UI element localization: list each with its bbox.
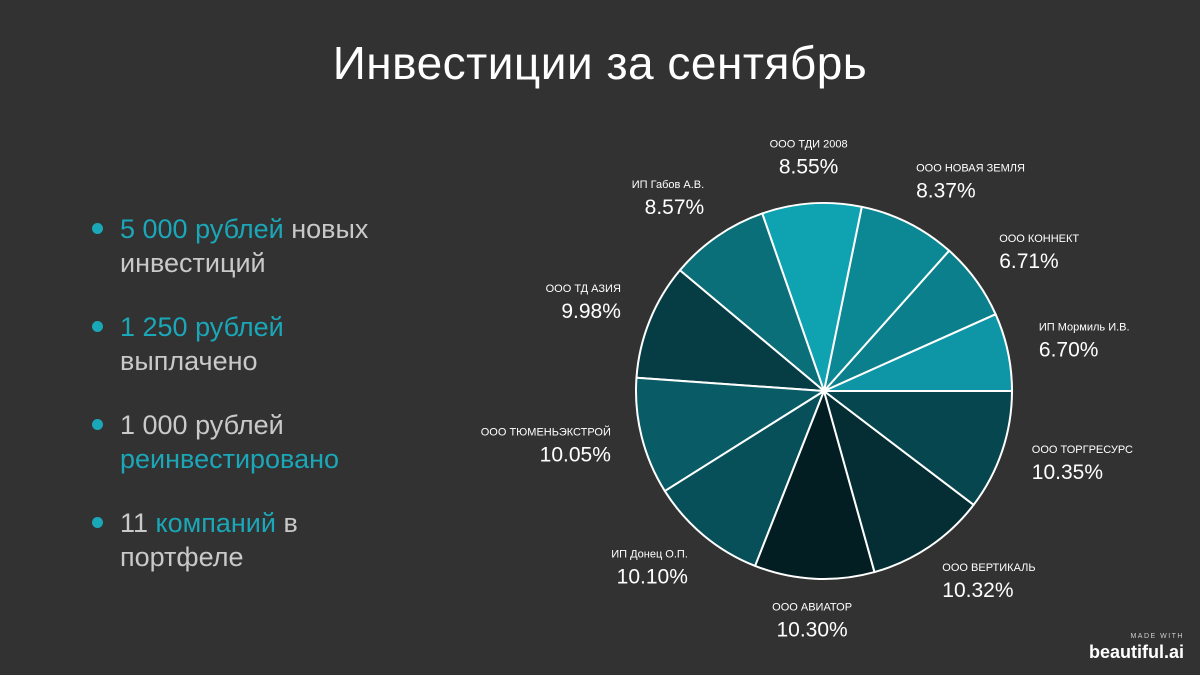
bullet-dot-icon <box>92 517 103 528</box>
bullet-text: выплачено <box>120 346 258 376</box>
bullet-item: 11 компаний в портфеле <box>92 506 422 574</box>
bullet-text: 11 <box>120 508 156 538</box>
slice-name-label: ООО ТОРГРЕСУРС <box>1032 444 1133 456</box>
slice-name-label: ООО ВЕРТИКАЛЬ <box>942 562 1035 574</box>
bullet-dot-icon <box>92 321 103 332</box>
slice-value-label: 10.10% <box>617 566 688 589</box>
bullet-item: 1 250 рублей выплачено <box>92 310 422 378</box>
pie-slice <box>678 212 825 392</box>
slice-name-label: ИП Габов А.В. <box>632 179 704 191</box>
slice-name-label: ООО АВИАТОР <box>772 602 852 614</box>
slice-name-label: ИП Мормиль И.В. <box>1039 322 1130 334</box>
slice-value-label: 6.71% <box>999 250 1059 273</box>
pie-slice <box>663 390 825 567</box>
page-title: Инвестиции за сентябрь <box>332 37 868 89</box>
slice-value-label: 10.32% <box>942 579 1013 602</box>
bullet-highlight: 5 000 рублей <box>120 214 284 244</box>
pie-slice <box>823 205 951 392</box>
bullet-highlight: компаний <box>155 508 276 538</box>
bullet-item: 1 000 рублей реинвестировано <box>92 408 422 476</box>
slice-value-label: 6.70% <box>1039 339 1099 362</box>
slice-value-label: 10.30% <box>776 619 847 642</box>
slice-name-label: ИП Донец О.П. <box>611 549 688 561</box>
bullet-highlight: 1 250 рублей <box>120 312 284 342</box>
bullet-text: 1 000 рублей <box>120 410 284 440</box>
pie-labels: ИП Мормиль И.В. 6.70% ООО КОННЕКТ 6.71% ООО … <box>481 139 1133 642</box>
pie-slice <box>823 390 975 574</box>
pie-slice <box>761 202 863 392</box>
slice-name-label: ООО ТЮМЕНЬЭКСТРОЙ <box>481 425 611 438</box>
slice-value-label: 8.37% <box>916 180 976 203</box>
slice-value-label: 10.05% <box>540 443 611 466</box>
slice-value-label: 9.98% <box>561 300 621 323</box>
branding-logo: beautiful.ai <box>1088 642 1184 662</box>
bullet-list: 5 000 рублей новых инвестиций 1 250 рубле… <box>92 212 422 604</box>
branding[interactable]: MADE WITH beautiful.ai <box>1089 633 1184 663</box>
slice-value-label: 8.57% <box>645 196 705 219</box>
slice-name-label: ООО КОННЕКТ <box>999 233 1079 245</box>
bullet-text: новых инвестиций <box>120 214 369 278</box>
pie-slice <box>635 269 825 392</box>
slice-name-label: ООО ТДИ 2008 <box>770 139 848 151</box>
bullet-highlight: реинвестировано <box>120 444 340 474</box>
slice-name-label: ООО ТД АЗИЯ <box>546 283 621 295</box>
bullet-item: 5 000 рублей новых инвестиций <box>92 212 422 280</box>
pie-slice <box>823 390 1013 506</box>
branding-made-with: MADE WITH <box>1130 633 1184 640</box>
bullet-dot-icon <box>92 419 103 430</box>
slice-value-label: 10.35% <box>1032 461 1103 484</box>
slice-value-label: 8.55% <box>779 156 839 179</box>
pie-slices <box>635 202 1013 580</box>
bullet-dot-icon <box>92 223 103 234</box>
bullet-text: в портфеле <box>120 508 298 572</box>
pie-slice <box>754 390 876 580</box>
pie-slice <box>635 376 825 493</box>
slice-name-label: ООО НОВАЯ ЗЕМЛЯ <box>916 163 1025 175</box>
